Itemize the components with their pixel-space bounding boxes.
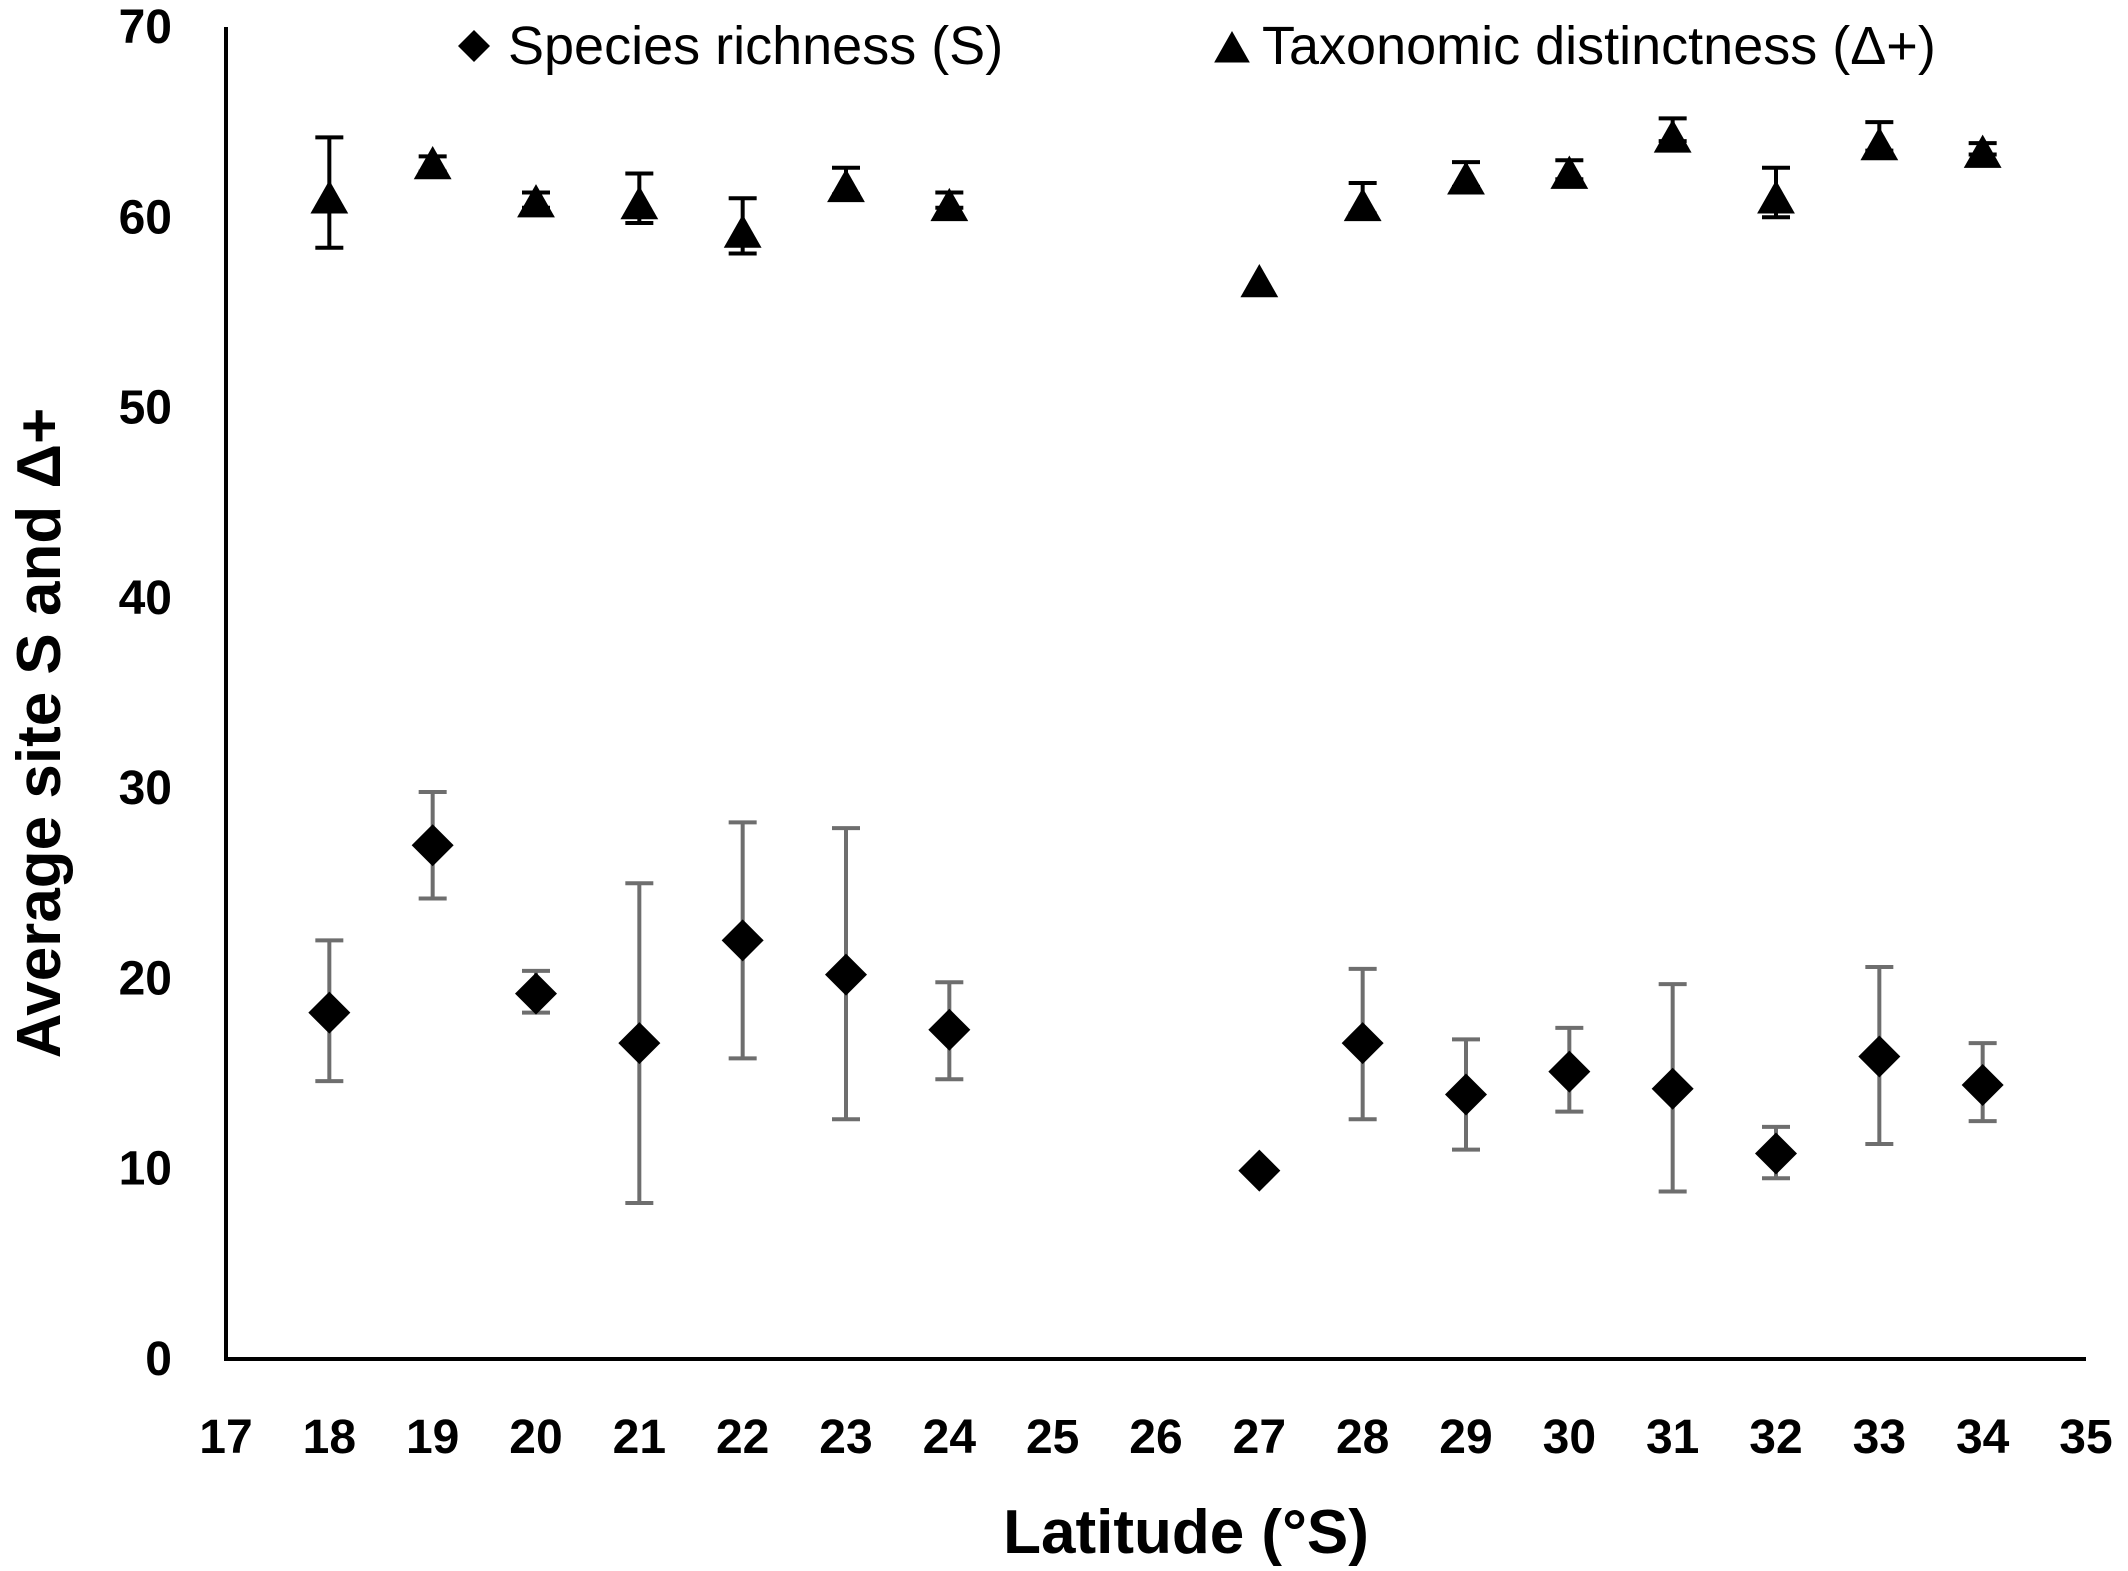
species-richness-point <box>1858 1035 1901 1078</box>
x-tick-label: 23 <box>819 1411 872 1464</box>
x-tick-label: 20 <box>509 1411 562 1464</box>
taxonomic-distinctness-point <box>930 187 969 222</box>
legend: Species richness (S) Taxonomic distinctn… <box>458 16 1936 76</box>
x-tick-label: 25 <box>1026 1411 1079 1464</box>
axes <box>224 27 2086 1361</box>
x-tick-label: 29 <box>1439 1411 1492 1464</box>
y-tick-label: 10 <box>119 1143 172 1196</box>
taxonomic-distinctness-point <box>1963 134 2002 168</box>
x-tick-label: 33 <box>1853 1411 1906 1464</box>
series-taxonomic-distinctness <box>310 116 2002 298</box>
y-tick-label: 30 <box>119 762 172 815</box>
x-tick-label: 17 <box>199 1411 252 1464</box>
x-tick-label: 27 <box>1233 1411 1286 1464</box>
species-richness-point <box>1341 1022 1384 1065</box>
taxonomic-distinctness-point <box>413 146 452 180</box>
x-tick-labels: 17 18 19 20 21 22 23 24 25 26 27 28 29 30 31 32 33 34 35 <box>199 1411 2112 1464</box>
y-tick-label: 50 <box>119 382 172 435</box>
y-tick-label: 40 <box>119 572 172 625</box>
y-tick-labels: 0 10 20 30 40 50 60 70 <box>119 1 172 1386</box>
legend-item-taxonomic-distinctness: Taxonomic distinctness (Δ+) <box>1214 16 1936 76</box>
taxonomic-distinctness-point <box>1240 263 1279 298</box>
species-richness-point <box>1651 1067 1694 1110</box>
x-tick-label: 21 <box>613 1411 666 1464</box>
x-tick-label: 24 <box>923 1411 977 1464</box>
x-tick-label: 19 <box>406 1411 459 1464</box>
y-tick-label: 70 <box>119 1 172 54</box>
y-tick-label: 0 <box>145 1333 172 1386</box>
species-richness-point <box>1445 1073 1487 1116</box>
x-tick-label: 32 <box>1749 1411 1802 1464</box>
taxonomic-distinctness-point <box>723 214 762 248</box>
x-tick-label: 35 <box>2059 1411 2112 1464</box>
species-richness-point <box>308 991 351 1034</box>
taxonomic-distinctness-point <box>827 168 865 203</box>
taxonomic-distinctness-point <box>1757 180 1795 214</box>
taxonomic-distinctness-point <box>1343 187 1382 222</box>
species-richness-point <box>721 919 764 962</box>
x-axis-title: Latitude (°S) <box>1003 1498 1369 1567</box>
y-tick-label: 20 <box>119 952 172 1005</box>
species-richness-point <box>411 824 454 867</box>
legend-triangle-marker <box>1214 31 1250 63</box>
x-tick-label: 18 <box>303 1411 356 1464</box>
legend-label-species-richness: Species richness (S) <box>508 16 1003 76</box>
x-tick-label: 31 <box>1646 1411 1699 1464</box>
x-tick-label: 28 <box>1336 1411 1389 1464</box>
species-richness-point <box>825 953 867 996</box>
y-axis-title: Average site S and Δ+ <box>5 408 74 1059</box>
taxonomic-distinctness-point <box>1550 155 1589 189</box>
x-tick-label: 22 <box>716 1411 769 1464</box>
species-richness-point <box>1238 1149 1281 1192</box>
taxonomic-distinctness-point <box>1447 161 1485 195</box>
x-tick-label: 30 <box>1543 1411 1596 1464</box>
legend-item-species-richness: Species richness (S) <box>458 16 1003 76</box>
species-richness-point <box>515 972 557 1015</box>
taxonomic-distinctness-point <box>620 185 659 220</box>
x-tick-label: 34 <box>1956 1411 2010 1464</box>
species-richness-point <box>618 1022 661 1065</box>
species-richness-point <box>928 1008 971 1051</box>
taxonomic-distinctness-point <box>517 184 555 218</box>
taxonomic-distinctness-point <box>1860 126 1899 161</box>
taxonomic-distinctness-point <box>310 180 349 214</box>
x-tick-label: 26 <box>1129 1411 1182 1464</box>
species-richness-point <box>1961 1063 2004 1106</box>
species-richness-point <box>1548 1050 1591 1093</box>
y-tick-label: 60 <box>119 191 172 244</box>
taxonomic-distinctness-point <box>1653 119 1692 153</box>
legend-diamond-marker <box>458 30 490 62</box>
series-layer <box>308 116 2004 1205</box>
species-richness-point <box>1755 1132 1797 1175</box>
legend-label-taxonomic-distinctness: Taxonomic distinctness (Δ+) <box>1262 16 1936 76</box>
series-species-richness <box>308 789 2004 1205</box>
